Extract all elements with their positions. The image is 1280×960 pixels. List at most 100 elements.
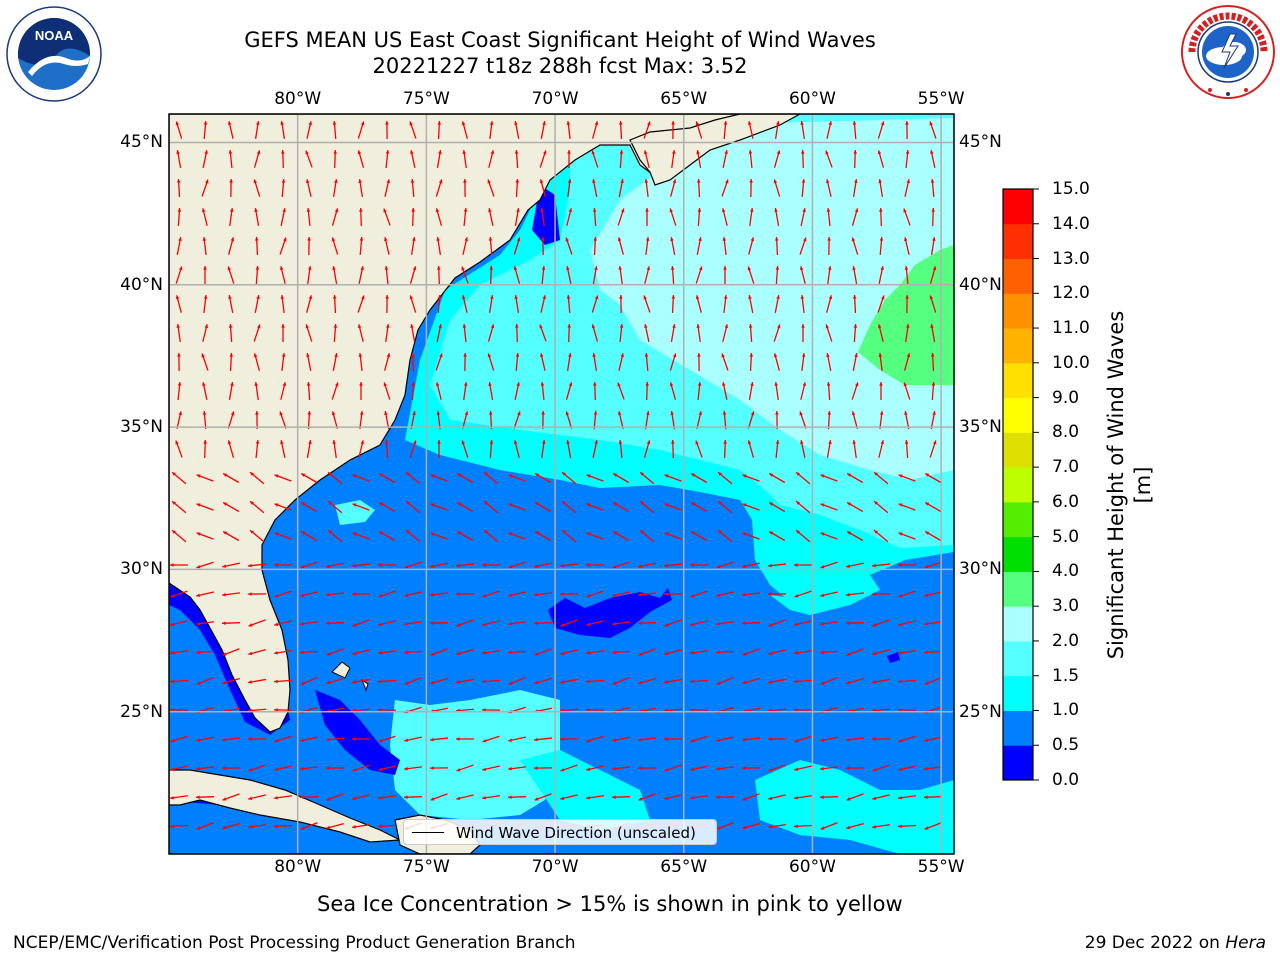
- wave-arrow: [248, 678, 266, 684]
- wave-arrow: [358, 179, 364, 197]
- wave-arrow: [871, 592, 891, 596]
- wave-arrow: [456, 619, 474, 627]
- wave-arrow: [567, 178, 572, 198]
- colorbar-tick-label: 6.0: [1052, 491, 1080, 512]
- wave-arrow: [715, 621, 735, 626]
- colorbar-bin: [1003, 501, 1033, 538]
- wave-arrow: [255, 265, 260, 285]
- ocean-south-patch-a: [390, 690, 560, 820]
- wave-arrow: [775, 439, 780, 459]
- ocean-calm-patch-small: [887, 652, 900, 663]
- wave-arrow: [327, 471, 343, 485]
- wave-arrow: [877, 121, 885, 139]
- wave-arrow: [592, 179, 598, 197]
- wave-arrow: [300, 591, 318, 597]
- wave-arrow: [430, 648, 448, 656]
- wave-arrow: [845, 621, 865, 626]
- noaa-logo: NOAA: [6, 6, 102, 102]
- colorbar-bin: [1003, 362, 1033, 399]
- wave-arrow: [273, 708, 293, 712]
- wave-arrow: [203, 120, 208, 140]
- wave-arrow: [248, 823, 266, 829]
- wave-arrow: [332, 353, 338, 371]
- wave-arrow: [846, 472, 864, 484]
- wave-arrow: [481, 679, 501, 684]
- wave-arrow: [904, 237, 910, 255]
- wave-arrow: [566, 120, 571, 140]
- wave-arrow: [671, 294, 676, 314]
- wave-arrow: [669, 208, 677, 226]
- wave-arrow: [227, 411, 235, 429]
- wave-arrow: [332, 266, 338, 284]
- wave-arrow: [177, 207, 182, 227]
- wave-arrow: [487, 353, 495, 371]
- wave-arrow: [456, 678, 474, 684]
- wave-arrow: [795, 500, 811, 514]
- wave-arrow: [300, 561, 318, 569]
- wave-arrow: [560, 619, 578, 627]
- wave-arrow: [924, 501, 942, 513]
- wave-arrow: [560, 678, 578, 684]
- wave-arrow: [924, 472, 942, 484]
- wave-arrow: [332, 120, 337, 140]
- wave-arrow: [482, 649, 500, 655]
- wave-arrow: [306, 121, 312, 139]
- wave-arrow: [352, 532, 370, 540]
- wave-arrow: [800, 208, 806, 226]
- wave-arrow: [742, 562, 760, 568]
- wave-arrow: [820, 591, 838, 597]
- lon-bottom-label: 65°W: [660, 857, 708, 877]
- wave-arrow: [248, 764, 266, 772]
- wave-arrow: [747, 266, 755, 284]
- wave-arrow: [489, 439, 494, 459]
- wave-arrow: [645, 208, 649, 226]
- colorbar-tick-label: 1.0: [1052, 700, 1080, 721]
- colorbar-bin: [1003, 640, 1033, 677]
- wave-arrow: [612, 677, 630, 685]
- wave-arrow: [201, 353, 209, 371]
- wave-arrow: [410, 178, 415, 198]
- wave-arrow: [664, 474, 682, 482]
- wave-arrow: [169, 795, 189, 800]
- wave-arrow: [534, 562, 552, 568]
- wave-arrow: [222, 501, 240, 513]
- wave-arrow: [203, 294, 208, 314]
- wave-arrow: [176, 150, 182, 168]
- wave-arrow: [203, 439, 208, 459]
- wave-arrow: [176, 178, 181, 198]
- wave-arrow: [749, 207, 754, 227]
- wave-arrow: [561, 471, 577, 485]
- wave-arrow: [664, 649, 682, 656]
- wave-arrow: [247, 563, 267, 568]
- colorbar-tick-label: 1.5: [1052, 665, 1080, 686]
- wave-arrow: [618, 353, 624, 371]
- wave-arrow: [177, 352, 181, 372]
- wave-arrow: [819, 650, 839, 655]
- lat-left-label: 40°N: [120, 274, 163, 295]
- wave-arrow: [801, 324, 805, 342]
- wave-arrow: [274, 503, 292, 511]
- ocean-calm-patch: [548, 588, 672, 638]
- wave-arrow: [483, 500, 499, 514]
- wave-arrow: [171, 529, 187, 543]
- wave-arrow: [326, 648, 344, 656]
- wave-arrow: [463, 207, 468, 227]
- wave-arrow: [846, 562, 864, 568]
- wave-arrow: [664, 764, 682, 772]
- wave-arrow: [742, 677, 760, 685]
- wave-arrow: [820, 561, 838, 569]
- wave-arrow: [690, 649, 708, 655]
- wave-arrow: [228, 149, 233, 169]
- wave-arrow: [482, 765, 500, 771]
- wave-arrow: [722, 324, 729, 342]
- wave-arrow: [742, 474, 760, 482]
- wave-arrow: [638, 562, 656, 568]
- wave-arrow: [359, 410, 364, 430]
- wave-arrow: [405, 500, 421, 514]
- wave-arrow: [409, 295, 417, 313]
- wave-arrow: [592, 266, 598, 284]
- wave-arrow: [872, 764, 890, 772]
- wave-arrow: [795, 529, 811, 543]
- wave-arrow: [612, 501, 630, 513]
- wave-arrow: [385, 120, 389, 140]
